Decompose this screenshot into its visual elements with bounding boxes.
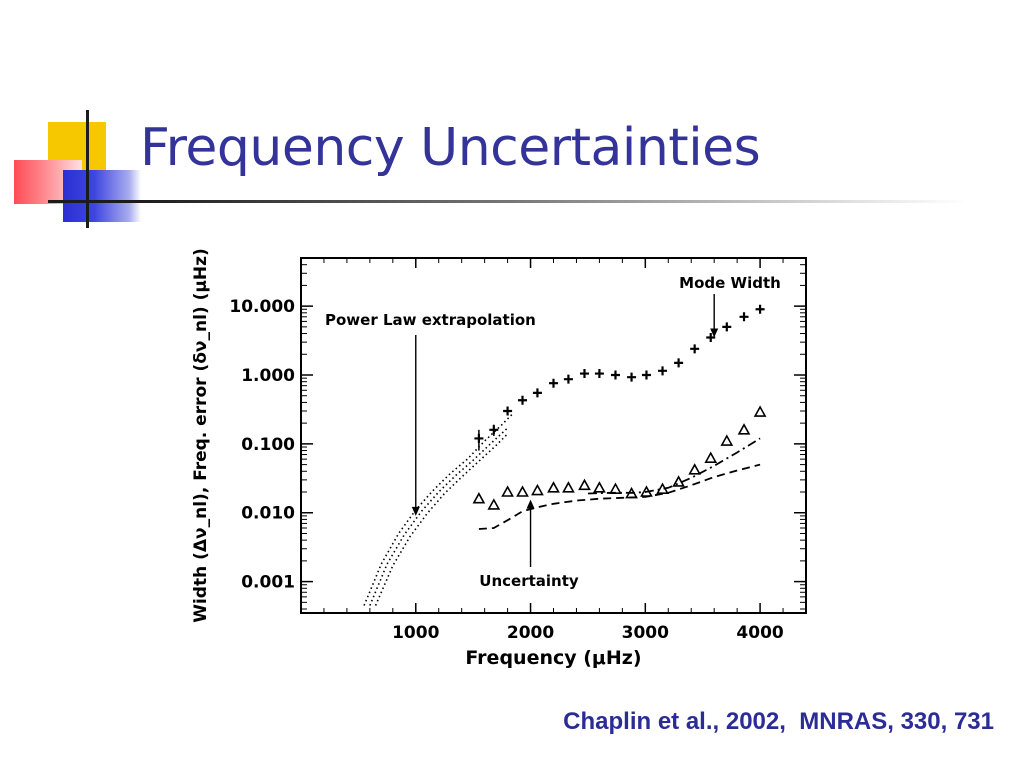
annotation-label: Uncertainty <box>479 572 579 590</box>
uncertainty-point <box>688 463 702 475</box>
chart: 1000 2000 3000 4000 0.001 0.010 0.100 1.000 10.0… <box>191 248 807 669</box>
series-line-dashdot <box>587 437 761 495</box>
width-point <box>579 369 589 379</box>
x-tick-label: 4000 <box>736 623 783 643</box>
annotation-arrow-head <box>710 328 719 338</box>
width-point <box>674 358 684 368</box>
uncertainty-point <box>547 481 560 493</box>
slide-title: Frequency Uncertainties <box>140 118 761 178</box>
uncertainty-point <box>737 423 751 435</box>
width-point <box>549 378 558 388</box>
width-point <box>739 312 749 322</box>
width-point <box>627 372 637 382</box>
width-point <box>706 333 716 343</box>
uncertainty-point <box>501 485 514 497</box>
y-tick-label: 1.000 <box>241 366 295 386</box>
title-underline <box>138 200 968 203</box>
uncertainty-point <box>531 483 544 496</box>
width-point <box>563 374 573 384</box>
x-tick-label: 3000 <box>622 623 669 643</box>
annotation-label: Power Law extrapolation <box>325 311 536 329</box>
uncertainty-point <box>593 481 606 493</box>
width-point <box>518 395 528 405</box>
y-tick-label: 10.000 <box>229 297 295 317</box>
series-line-dotted <box>374 433 509 606</box>
width-point <box>503 406 513 416</box>
x-tick-label: 1000 <box>392 623 439 643</box>
uncertainty-point <box>516 485 529 497</box>
annotation-arrow-head <box>526 499 535 509</box>
y-tick-label: 0.100 <box>241 435 295 455</box>
x-axis-label: Frequency (μHz) <box>465 647 641 669</box>
uncertainty-point <box>704 451 718 463</box>
decor-blue-square <box>63 170 141 222</box>
width-point <box>658 366 668 376</box>
width-point <box>755 304 765 314</box>
series-line-dashed <box>478 463 761 530</box>
annotation-label: Mode Width <box>679 274 781 292</box>
uncertainty-point <box>753 405 767 417</box>
uncertainty-point <box>487 498 501 510</box>
annotation-arrow-head <box>411 506 420 516</box>
uncertainty-point <box>720 434 734 446</box>
citation: Chaplin et al., 2002, MNRAS, 330, 731 <box>563 708 994 735</box>
width-point <box>690 344 700 354</box>
width-point <box>722 322 732 332</box>
width-point <box>532 388 542 398</box>
x-tick-label: 2000 <box>507 623 554 643</box>
uncertainty-point <box>472 492 486 504</box>
width-point <box>594 369 604 379</box>
uncertainty-point <box>562 481 575 493</box>
width-point <box>610 370 620 380</box>
uncertainty-point <box>609 482 622 494</box>
y-tick-label: 0.010 <box>241 504 295 524</box>
y-tick-label: 0.001 <box>241 573 295 593</box>
decor-horizontal-line <box>48 200 142 203</box>
width-point <box>641 370 651 380</box>
uncertainty-point <box>578 478 591 491</box>
decor-vertical-line <box>86 110 89 228</box>
y-axis-label: Width (Δν_nl), Freq. error (δν_nl) (μHz) <box>191 248 211 623</box>
